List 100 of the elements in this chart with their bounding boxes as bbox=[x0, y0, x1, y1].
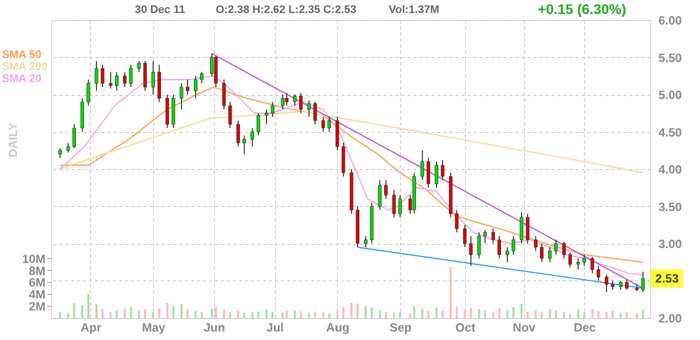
bar bbox=[393, 312, 396, 318]
candlestick bbox=[242, 134, 246, 155]
bar bbox=[427, 310, 430, 318]
bar bbox=[194, 310, 197, 318]
candlestick bbox=[625, 278, 629, 290]
bar bbox=[130, 307, 132, 318]
bar bbox=[436, 307, 438, 318]
candlestick bbox=[299, 92, 303, 114]
bar bbox=[73, 303, 76, 318]
bar bbox=[364, 306, 367, 318]
bar bbox=[583, 312, 586, 318]
bar bbox=[336, 310, 338, 318]
bar bbox=[138, 310, 140, 318]
y2-tick-label: 4M bbox=[28, 288, 46, 302]
candlestick bbox=[512, 236, 516, 256]
bar bbox=[158, 308, 160, 318]
bar bbox=[294, 310, 296, 318]
bar bbox=[520, 304, 523, 318]
y2-tick-label: 10M bbox=[22, 252, 46, 266]
candlestick bbox=[108, 72, 112, 90]
candlestick bbox=[86, 79, 90, 106]
bar bbox=[378, 310, 381, 318]
bar bbox=[534, 310, 537, 318]
candlestick bbox=[526, 213, 530, 244]
candlestick bbox=[384, 180, 388, 200]
candlestick bbox=[180, 82, 184, 110]
bar bbox=[200, 312, 203, 318]
x-tick-label: Nov bbox=[512, 320, 536, 334]
bar bbox=[413, 306, 416, 318]
bar bbox=[243, 312, 246, 318]
bar bbox=[210, 309, 213, 318]
bar bbox=[124, 308, 126, 318]
candlestick bbox=[477, 232, 481, 259]
candlestick bbox=[440, 160, 444, 181]
bar bbox=[554, 310, 557, 318]
bar bbox=[272, 312, 274, 318]
x-tick-label: Apr bbox=[80, 320, 102, 334]
bar bbox=[180, 304, 182, 318]
y2-tick-label: 8M bbox=[28, 264, 46, 278]
line-series bbox=[59, 111, 644, 174]
bar bbox=[266, 310, 268, 318]
candlestick bbox=[455, 209, 459, 233]
y-tick-label: 3.50 bbox=[658, 200, 682, 214]
bar bbox=[322, 312, 324, 318]
candlestick bbox=[123, 72, 127, 88]
y-tick-label: 4.50 bbox=[658, 125, 682, 140]
bar bbox=[166, 303, 168, 318]
candlestick bbox=[100, 64, 104, 88]
bar bbox=[102, 309, 104, 318]
bar bbox=[350, 303, 353, 318]
candlestick bbox=[568, 252, 572, 268]
bar bbox=[526, 312, 529, 318]
x-tick-label: Oct bbox=[455, 320, 476, 334]
candlestick bbox=[434, 161, 438, 188]
text: Vol:1.37M bbox=[388, 4, 440, 16]
candlestick bbox=[420, 150, 424, 181]
text: +0.15 (6.30%) bbox=[538, 1, 626, 17]
candlestick bbox=[200, 72, 204, 84]
bar bbox=[116, 310, 118, 318]
x-tick-label: May bbox=[142, 320, 166, 334]
candlestick bbox=[498, 236, 502, 259]
candlestick bbox=[194, 75, 198, 99]
candlestick bbox=[534, 236, 538, 252]
candlestick bbox=[143, 60, 147, 92]
candlestick bbox=[463, 224, 467, 248]
bar bbox=[300, 311, 302, 318]
text: O:2.38 H:2.62 L:2.35 C:2.53 bbox=[216, 4, 356, 16]
candlestick bbox=[129, 64, 133, 88]
text: SMA 20 bbox=[2, 73, 42, 85]
candlestick bbox=[293, 94, 297, 106]
candlestick bbox=[548, 246, 552, 263]
bar bbox=[612, 310, 614, 318]
bar bbox=[540, 312, 543, 318]
x-tick-label: Jun bbox=[204, 320, 226, 334]
bar bbox=[186, 309, 189, 318]
y-tick-label: 2.00 bbox=[658, 312, 682, 326]
text: SMA 200 bbox=[2, 61, 48, 73]
candlestick bbox=[604, 274, 608, 292]
bar bbox=[87, 294, 90, 318]
candlestick bbox=[590, 256, 594, 274]
candlestick bbox=[280, 94, 284, 110]
bar bbox=[257, 311, 260, 318]
bar bbox=[172, 306, 174, 318]
candlestick bbox=[469, 236, 473, 266]
bar bbox=[464, 310, 466, 318]
bar bbox=[563, 312, 566, 318]
candlestick bbox=[114, 72, 118, 92]
bar bbox=[597, 310, 600, 318]
bar bbox=[492, 312, 494, 318]
candlestick bbox=[264, 108, 268, 125]
candlestick bbox=[307, 100, 311, 118]
candlestick bbox=[137, 60, 141, 73]
candlestick bbox=[641, 271, 645, 292]
annotation: 2.53 bbox=[655, 272, 679, 286]
bar bbox=[399, 312, 402, 318]
y2-tick-label: 2M bbox=[28, 300, 46, 314]
bar bbox=[222, 310, 225, 318]
candlestick bbox=[151, 60, 155, 95]
x-tick-label: Aug bbox=[326, 320, 350, 334]
text: 30 Dec 11 bbox=[134, 4, 186, 16]
